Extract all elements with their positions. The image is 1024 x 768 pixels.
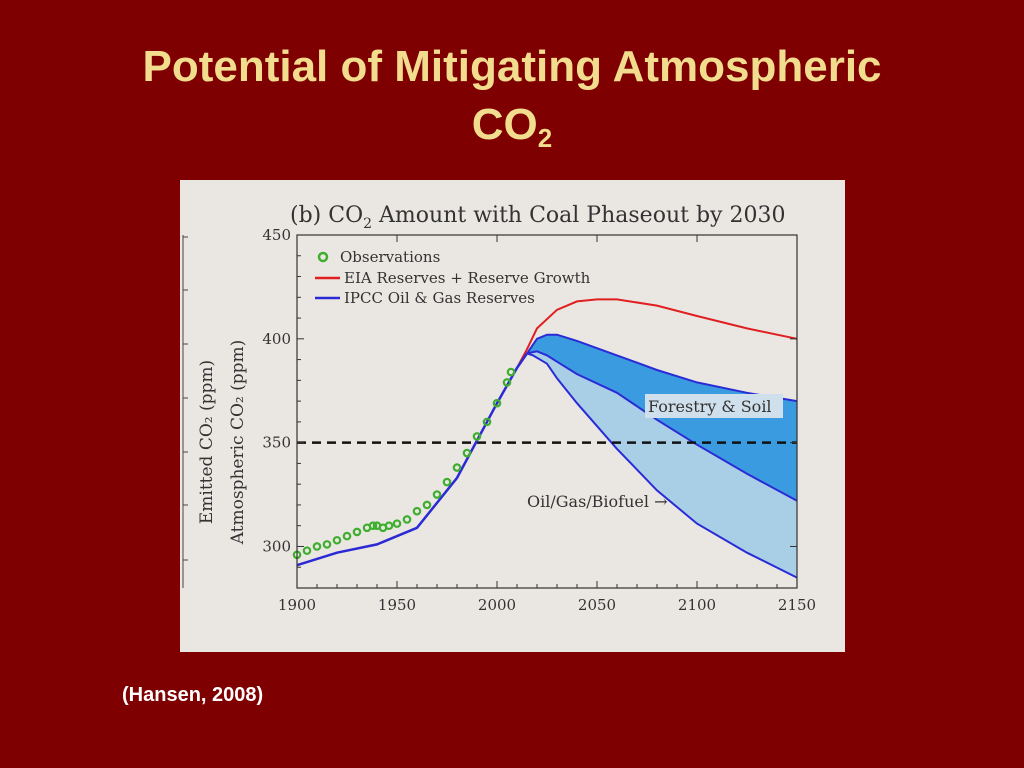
- y-axis-label-emitted: Emitted CO₂ (ppm): [197, 360, 217, 524]
- forestry-label-box: [645, 394, 783, 418]
- legend-observations-marker: [317, 251, 329, 263]
- x-tick-label: 2100: [678, 596, 716, 614]
- observation-point: [368, 521, 378, 531]
- y-tick-label: 400: [262, 330, 291, 348]
- observation-point: [384, 521, 394, 531]
- x-tick-label: 2050: [578, 596, 616, 614]
- chart-title-prefix: (b) CO: [290, 203, 363, 228]
- band-edge-lower: [526, 352, 798, 579]
- observation-point: [312, 542, 322, 551]
- y-axis-label-atmospheric: Atmospheric CO₂ (ppm): [228, 340, 248, 546]
- observation-point: [482, 417, 492, 427]
- observation-point: [392, 519, 402, 528]
- chart-svg: (b) CO2 Amount with Coal Phaseout by 203…: [182, 203, 816, 614]
- chart-figure: (b) CO2 Amount with Coal Phaseout by 203…: [180, 180, 845, 652]
- band-edge-upper: [526, 333, 798, 403]
- slide-title-line1: Potential of Mitigating Atmospheric: [142, 42, 882, 91]
- legend-observations-label: Observations: [340, 248, 440, 266]
- observation-point: [332, 535, 342, 545]
- observation-point: [472, 432, 482, 441]
- observation-point: [412, 506, 422, 516]
- slide-title-sub: 2: [537, 123, 553, 153]
- observation-point: [402, 515, 412, 524]
- chart-title-suffix: Amount with Coal Phaseout by 2030: [372, 203, 785, 228]
- chart-title-sub: 2: [363, 216, 372, 232]
- observation-point: [432, 490, 442, 499]
- legend: Observations EIA Reserves + Reserve Grow…: [315, 248, 591, 307]
- observation-point: [442, 477, 452, 487]
- observation-point: [342, 531, 352, 541]
- left-axis-strip-ticks: [183, 236, 188, 561]
- observation-point: [322, 540, 332, 549]
- slide-title-line2: CO2: [0, 96, 1024, 154]
- plot-frame: [296, 234, 798, 589]
- oilgas-label: Oil/Gas/Biofuel →: [527, 492, 667, 511]
- slide-title-co: CO: [471, 100, 538, 149]
- citation: (Hansen, 2008): [122, 684, 264, 706]
- series-observations: [292, 367, 516, 560]
- legend-ipcc-label: IPCC Oil & Gas Reserves: [344, 289, 535, 307]
- y-tick-label: 300: [262, 537, 291, 555]
- observation-point: [506, 367, 516, 377]
- x-tick-label: 2000: [478, 596, 516, 614]
- observation-point: [302, 546, 312, 555]
- observation-point: [492, 398, 502, 408]
- plot-layer: [292, 298, 798, 579]
- axes-layer: 1900 1950 2000 2050 2100 2150 300 350 400 450: [262, 226, 816, 614]
- observation-point: [422, 500, 432, 510]
- slide-title: Potential of Mitigating Atmospheric CO2: [0, 38, 1024, 154]
- band-oil-gas-biofuel: [527, 351, 797, 578]
- observation-point: [502, 378, 512, 387]
- observation-point: [452, 463, 462, 472]
- observation-point: [352, 527, 362, 537]
- y-tick-label: 450: [262, 226, 291, 244]
- x-tick-label: 2150: [778, 596, 816, 614]
- chart-title: (b) CO2 Amount with Coal Phaseout by 203…: [290, 203, 785, 232]
- series-ipcc-line: [296, 352, 529, 567]
- legend-eia-label: EIA Reserves + Reserve Growth: [344, 269, 591, 287]
- x-tick-label: 1950: [378, 596, 416, 614]
- forestry-label: Forestry & Soil: [648, 397, 772, 416]
- band-edge-middle: [526, 350, 798, 502]
- x-tick-label: 1900: [278, 596, 316, 614]
- observation-point: [462, 448, 472, 458]
- y-tick-label: 350: [262, 434, 291, 452]
